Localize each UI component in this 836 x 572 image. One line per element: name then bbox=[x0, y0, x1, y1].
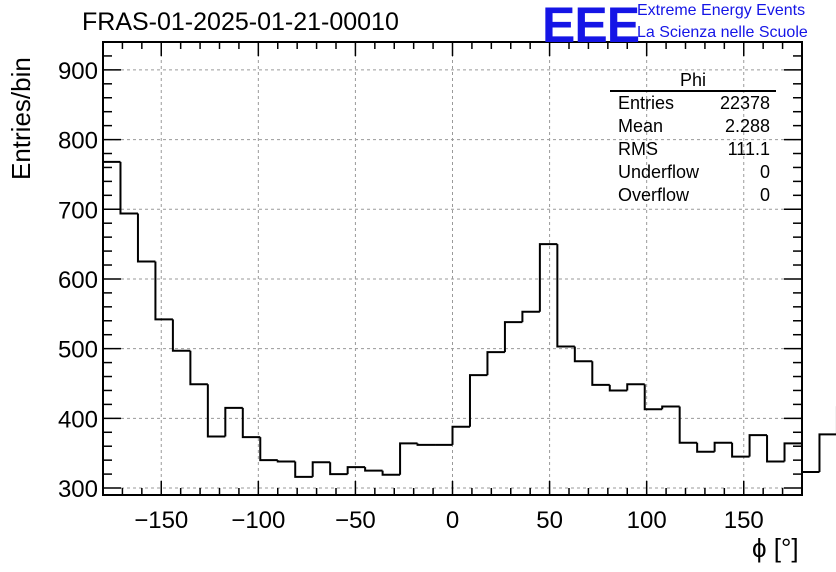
histogram-bin bbox=[713, 441, 733, 452]
logo-line-2: La Scienza nelle Scuole bbox=[637, 24, 808, 41]
histogram-bin bbox=[346, 466, 366, 475]
histogram-bin bbox=[102, 160, 121, 495]
y-axis-label: Entries/bin bbox=[6, 57, 36, 180]
histogram-bin bbox=[276, 460, 296, 463]
histogram-bin bbox=[329, 462, 348, 476]
stats-row-overflow: Overflow 0 bbox=[610, 184, 776, 207]
histogram-bin bbox=[643, 384, 663, 411]
histogram-bin bbox=[486, 351, 505, 376]
stats-value: 0 bbox=[759, 185, 770, 205]
stats-label: Mean bbox=[618, 116, 664, 136]
histogram-bin bbox=[731, 442, 750, 458]
histogram-bin bbox=[206, 384, 226, 438]
histogram-bin bbox=[626, 383, 645, 391]
stats-value: 2.288 bbox=[724, 116, 770, 136]
stats-value: 111.1 bbox=[727, 139, 770, 159]
histogram-bin bbox=[189, 350, 208, 386]
x-axis-label: ϕ [°] bbox=[752, 533, 799, 563]
x-tick-label: 100 bbox=[627, 507, 667, 534]
stats-label: RMS bbox=[618, 139, 658, 159]
histogram-bin bbox=[521, 310, 540, 323]
histogram-bin bbox=[696, 442, 715, 453]
stats-value: 22378 bbox=[719, 93, 770, 113]
histogram-bin bbox=[119, 161, 138, 215]
histogram-bin bbox=[381, 470, 401, 476]
y-tick-label: 900 bbox=[58, 58, 98, 85]
histogram-bin bbox=[748, 434, 768, 457]
histogram-bin bbox=[661, 405, 680, 410]
stats-row-underflow: Underflow 0 bbox=[610, 161, 776, 184]
histogram-bin bbox=[224, 406, 243, 437]
x-tick-label: 50 bbox=[536, 507, 563, 534]
histogram-bin bbox=[678, 406, 698, 444]
histogram-bin bbox=[556, 244, 575, 348]
stats-label: Entries bbox=[618, 93, 675, 113]
histogram-bin bbox=[416, 443, 436, 446]
histogram-bin bbox=[503, 321, 523, 353]
histogram-bin bbox=[154, 261, 173, 321]
histogram-bin bbox=[608, 384, 628, 392]
stats-label: Overflow bbox=[618, 185, 690, 205]
stats-row-entries: Entries 22378 bbox=[610, 92, 776, 115]
y-tick-label: 700 bbox=[58, 197, 98, 224]
histogram-bin bbox=[766, 435, 785, 463]
histogram-bin bbox=[259, 437, 278, 462]
histogram-bin bbox=[136, 213, 156, 263]
x-tick-label: −50 bbox=[335, 507, 376, 534]
histogram-bin bbox=[591, 361, 610, 386]
histogram-bin bbox=[364, 467, 383, 472]
histogram-bin bbox=[311, 461, 331, 477]
stats-box: Phi Entries 22378 Mean 2.288 RMS 111.1 U… bbox=[610, 70, 776, 207]
histogram-bin bbox=[783, 442, 802, 462]
y-tick-label: 400 bbox=[58, 406, 98, 433]
x-tick-label: −100 bbox=[231, 507, 285, 534]
stats-row-mean: Mean 2.288 bbox=[610, 115, 776, 138]
histogram-bin bbox=[538, 243, 558, 312]
histogram-bin bbox=[818, 433, 836, 473]
y-tick-label: 500 bbox=[58, 337, 98, 364]
x-tick-label: 150 bbox=[724, 507, 764, 534]
histogram-bin bbox=[468, 374, 488, 427]
histogram-bin bbox=[399, 442, 418, 475]
x-tick-label: 0 bbox=[446, 507, 459, 534]
histogram-bin bbox=[451, 425, 470, 445]
histogram-bin bbox=[294, 461, 313, 478]
stats-value: 0 bbox=[759, 162, 770, 182]
y-tick-label: 800 bbox=[58, 128, 98, 155]
x-tick-label: −150 bbox=[134, 507, 188, 534]
chart-title: FRAS-01-2025-01-21-00010 bbox=[82, 8, 399, 36]
histogram-bin bbox=[171, 319, 191, 352]
eee-logo-mark: EEE bbox=[542, 0, 640, 53]
logo-line-1: Extreme Energy Events bbox=[637, 2, 806, 19]
histogram-bin bbox=[241, 407, 261, 439]
stats-row-rms: RMS 111.1 bbox=[610, 138, 776, 161]
y-tick-label: 300 bbox=[58, 476, 98, 503]
histogram-bin bbox=[573, 346, 593, 363]
stats-title: Phi bbox=[610, 70, 776, 92]
histogram-bin bbox=[801, 443, 820, 474]
stats-label: Underflow bbox=[618, 162, 700, 182]
y-tick-label: 600 bbox=[58, 267, 98, 294]
